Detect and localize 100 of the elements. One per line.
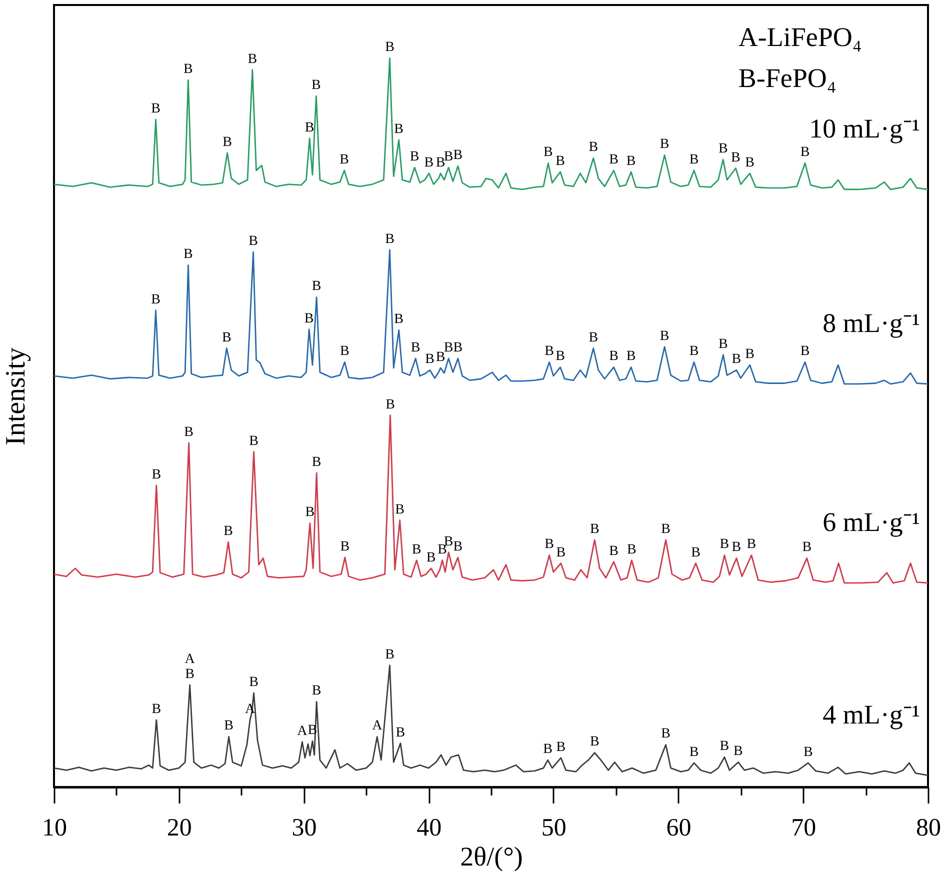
annotation: B	[745, 155, 754, 170]
annotation: B	[746, 537, 756, 552]
annotation: B	[590, 734, 600, 750]
annotation: A	[184, 652, 196, 667]
x-tick-label: 20	[166, 814, 192, 842]
annotation: B	[424, 155, 434, 170]
annotation: B	[734, 744, 743, 760]
text: A-LiFePO₄	[738, 22, 862, 52]
annotation: B	[444, 340, 454, 356]
series-label: 8 mL·g⁻¹	[822, 308, 920, 338]
annotation: B	[394, 122, 404, 137]
annotation: B	[249, 434, 258, 449]
annotation: B	[588, 330, 598, 346]
annotation: B	[556, 740, 566, 755]
annotation: B	[249, 674, 258, 690]
annotation: B	[340, 344, 350, 360]
annotation: B	[544, 344, 554, 360]
annotation: B	[410, 150, 420, 165]
annotation: B	[718, 142, 728, 157]
annotation: B	[544, 145, 553, 160]
annotation: B	[395, 502, 405, 518]
series-label: 4 mL·g⁻¹	[822, 699, 920, 730]
annotation: B	[661, 726, 670, 742]
annotation: B	[152, 467, 162, 482]
annotation: B	[425, 352, 434, 368]
annotation: B	[151, 101, 160, 116]
annotation: B	[689, 344, 699, 360]
annotation: B	[436, 350, 446, 365]
annotation: B	[543, 742, 552, 758]
annotation: B	[588, 140, 598, 156]
series-label: 6 mL·g⁻¹	[822, 506, 920, 537]
annotation: B	[691, 545, 700, 560]
annotation: B	[412, 542, 422, 558]
y-axis-title: Intensity	[0, 348, 32, 446]
annotation: B	[453, 539, 463, 554]
annotation: B	[184, 425, 194, 440]
annotation: B	[394, 312, 404, 328]
annotation: B	[718, 336, 728, 352]
annotation: B	[626, 154, 636, 169]
annotation: B	[152, 702, 162, 717]
annotation: B	[609, 349, 618, 364]
annotation: B	[731, 150, 740, 166]
annotation: B	[151, 292, 160, 308]
annotation: B	[626, 349, 636, 364]
annotation: B	[609, 544, 618, 559]
annotation: B	[590, 522, 600, 537]
annotation: A	[372, 718, 384, 734]
x-tick-label: 30	[292, 814, 317, 842]
annotation: B	[185, 666, 195, 682]
annotation: B	[224, 524, 233, 540]
annotation: B	[556, 349, 565, 364]
annotation: B	[410, 340, 420, 356]
annotation: B	[222, 134, 232, 150]
x-tick-label: 60	[666, 814, 692, 842]
annotation: B	[224, 718, 234, 734]
annotation: B	[312, 684, 322, 699]
annotation: B	[385, 647, 394, 662]
annotation: B	[340, 152, 349, 168]
annotation: B	[453, 148, 463, 164]
annotation: B	[453, 340, 463, 356]
annotation: A	[297, 724, 308, 739]
series-label: 10 mL·g⁻¹	[809, 113, 920, 144]
annotation: B	[802, 540, 812, 556]
annotation: B	[340, 539, 350, 554]
annotation: B	[305, 505, 315, 520]
annotation: B	[436, 155, 446, 170]
annotation: B	[732, 352, 742, 368]
annotation: B	[304, 120, 314, 136]
annotation: B	[304, 311, 314, 326]
annotation: B	[800, 344, 810, 360]
annotation: B	[444, 150, 454, 165]
annotation: B	[386, 397, 395, 412]
annotation: B	[312, 279, 322, 294]
annotation: B	[396, 725, 406, 740]
annotation: B	[660, 137, 670, 152]
annotation: B	[312, 78, 321, 94]
annotation: B	[800, 145, 810, 160]
annotation: B	[556, 545, 566, 560]
annotation: B	[385, 40, 394, 56]
annotation: B	[689, 744, 699, 760]
annotation: B-FePO₄	[738, 63, 836, 93]
annotation: B	[248, 234, 258, 250]
annotation: B	[184, 62, 193, 78]
annotation: B	[609, 152, 618, 168]
annotation: B	[385, 232, 394, 247]
annotation: B	[556, 154, 565, 169]
annotation: B	[222, 330, 232, 346]
annotation: B	[720, 537, 730, 552]
x-tick-label: 70	[791, 814, 816, 842]
x-tick-label: 40	[416, 814, 442, 842]
x-axis-title: 2θ/(°)	[460, 842, 523, 872]
annotation: B	[661, 522, 670, 537]
annotation: B	[732, 540, 742, 556]
annotation: B	[660, 328, 670, 344]
annotation: B	[426, 550, 436, 566]
x-tick-label: 50	[541, 814, 566, 842]
annotation: B	[745, 347, 754, 362]
annotation: B	[184, 247, 193, 262]
annotation: B	[689, 152, 699, 168]
x-tick-label: 10	[42, 814, 67, 842]
